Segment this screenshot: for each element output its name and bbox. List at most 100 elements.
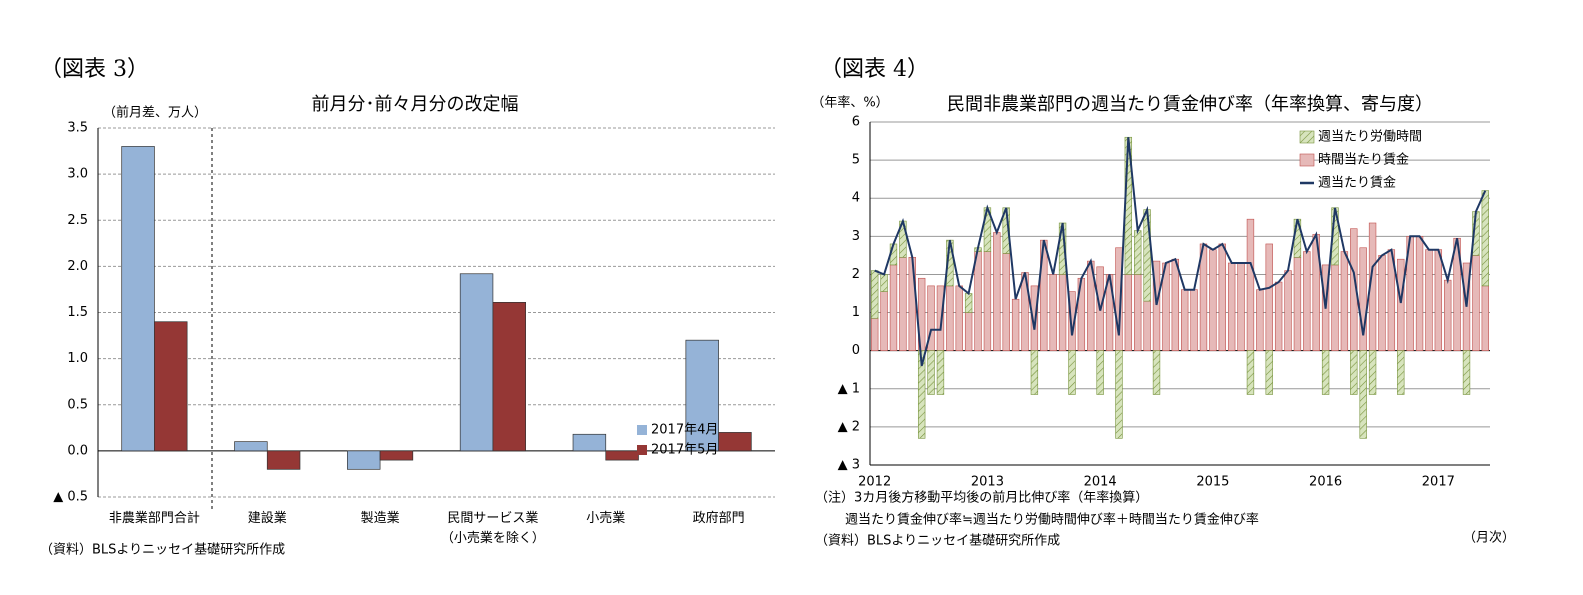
legend-swatch xyxy=(637,425,647,435)
bar xyxy=(1340,251,1349,351)
bar xyxy=(492,302,526,452)
bar xyxy=(1181,289,1189,351)
bar xyxy=(685,339,719,452)
bar xyxy=(946,285,954,351)
bar xyxy=(936,350,945,395)
y-tick-label: 1.5 xyxy=(67,305,88,320)
bar xyxy=(1227,262,1236,351)
bar xyxy=(955,285,963,351)
x-tick-label: 2014 xyxy=(1084,475,1117,490)
bar xyxy=(266,450,301,470)
legend-swatch xyxy=(637,445,647,455)
y-tick-label: ▲ 0.5 xyxy=(53,490,88,505)
bar xyxy=(1058,274,1067,351)
note: （注）3カ月後方移動平均後の前月比伸び率（年率換算） xyxy=(815,490,1148,506)
bar xyxy=(1143,209,1151,302)
bar xyxy=(1321,350,1330,395)
legend-label: 2017年5月 xyxy=(651,443,718,458)
bar xyxy=(1049,274,1057,351)
bar xyxy=(605,450,639,461)
bar xyxy=(880,274,888,292)
legend-label: 時間当たり賃金 xyxy=(1318,152,1409,168)
x-tick-label: 政府部門 xyxy=(692,511,745,526)
bar xyxy=(1256,289,1264,351)
bar xyxy=(1284,270,1292,351)
y-tick-label: 0 xyxy=(852,343,860,358)
bar xyxy=(1209,249,1217,351)
bar xyxy=(1293,256,1302,351)
y-tick-label: ▲ 2 xyxy=(838,419,860,434)
x-tick-label: 2012 xyxy=(858,475,891,490)
y-tick-label: 0.5 xyxy=(67,397,88,412)
bar xyxy=(1246,218,1255,351)
bar xyxy=(1265,350,1273,395)
bar xyxy=(1030,350,1039,395)
bar xyxy=(1068,350,1076,395)
x-tick-label: 2016 xyxy=(1309,475,1342,490)
bar xyxy=(871,317,879,351)
y-tick-label: ▲ 3 xyxy=(838,458,860,473)
y-axis-label: （年率、%） xyxy=(811,95,888,111)
x-tick-label: 製造業 xyxy=(360,511,400,526)
bar xyxy=(917,350,926,439)
y-tick-label: 2.0 xyxy=(67,259,88,274)
bar xyxy=(880,291,888,351)
bar xyxy=(983,251,992,351)
source: （資料）BLSよりニッセイ基礎研究所作成 xyxy=(815,534,1060,549)
heading: （図表 3） xyxy=(40,57,149,82)
bar xyxy=(1190,289,1198,351)
y-tick-label: 1 xyxy=(852,305,860,320)
x-tick-label: 2015 xyxy=(1196,475,1229,490)
y-tick-label: 2.5 xyxy=(67,213,88,228)
bar xyxy=(908,256,916,351)
bar xyxy=(1002,253,1010,351)
y-tick-label: 3.5 xyxy=(67,121,88,136)
bar xyxy=(1462,350,1471,395)
bar xyxy=(1444,279,1452,351)
bar xyxy=(936,285,945,351)
y-tick-label: 3 xyxy=(852,229,860,244)
y-tick-label: 5 xyxy=(852,153,860,168)
bar xyxy=(1350,350,1358,395)
bar xyxy=(1378,255,1386,351)
bar xyxy=(379,450,414,461)
x-tick-label: 非農業部門合計 xyxy=(108,511,200,526)
y-tick-label: 6 xyxy=(852,115,860,130)
bar xyxy=(1481,285,1489,351)
note: 週当たり賃金伸び率≒週当たり労働時間伸び率＋時間当たり賃金伸び率 xyxy=(845,512,1259,528)
legend-label: 週当たり労働時間 xyxy=(1318,130,1422,145)
bar xyxy=(1397,350,1405,395)
bar xyxy=(1096,350,1104,395)
legend-label: 2017年4月 xyxy=(651,423,718,438)
bar xyxy=(1115,350,1123,439)
legend-swatch xyxy=(1299,130,1315,144)
bar xyxy=(1011,298,1020,351)
bar xyxy=(1434,249,1443,351)
bar xyxy=(1246,350,1255,395)
bar xyxy=(1171,258,1179,351)
bar xyxy=(964,293,973,313)
bar xyxy=(154,321,188,452)
bar xyxy=(1143,300,1151,351)
chart-title: 民間非農業部門の週当たり賃金伸び率（年率換算、寄与度） xyxy=(947,94,1433,115)
bar xyxy=(1472,255,1480,351)
heading: （図表 4） xyxy=(820,57,929,82)
bar xyxy=(1237,262,1245,351)
bar xyxy=(1274,281,1283,351)
x-tick-label: 民間サービス業 （小売業を除く） xyxy=(440,511,545,546)
bar xyxy=(1218,243,1226,351)
x-axis-label: （月次） xyxy=(1463,530,1515,546)
bar xyxy=(1265,243,1273,351)
bar xyxy=(889,264,898,351)
bar xyxy=(871,270,879,319)
bar xyxy=(974,251,982,351)
x-tick-label: 小売業 xyxy=(586,511,626,526)
bar xyxy=(1303,251,1311,351)
bar xyxy=(347,450,381,470)
legend-swatch xyxy=(1299,153,1315,167)
line xyxy=(874,137,1487,367)
source: （資料）BLSよりニッセイ基礎研究所作成 xyxy=(40,543,285,558)
bar xyxy=(1368,350,1377,395)
